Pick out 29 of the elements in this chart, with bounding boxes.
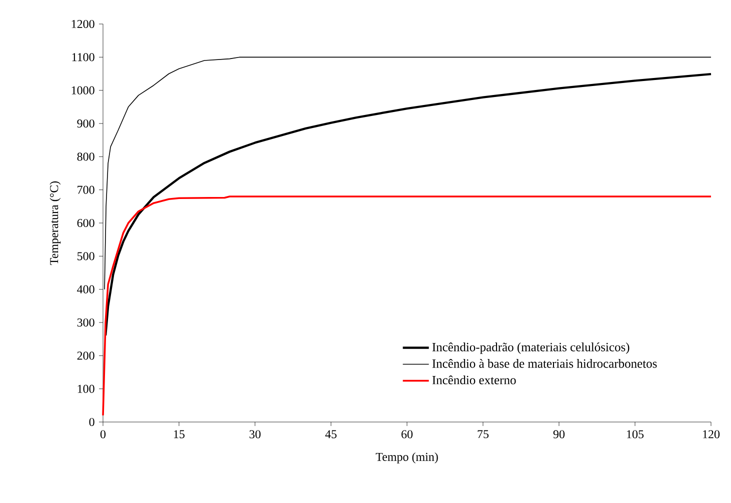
line-series: [102, 196, 712, 416]
line-series: [104, 72, 712, 337]
x-tick-label: 15: [174, 430, 185, 438]
y-tick-label: 0: [89, 418, 94, 426]
x-axis-title: Tempo (min): [376, 452, 438, 464]
x-tick-label: 30: [250, 430, 261, 438]
legend-label: Incêndio-padrão (materiais celulósicos): [432, 342, 630, 354]
x-tick-label: 120: [703, 430, 720, 438]
legend-label: Incêndio externo: [432, 375, 516, 384]
y-tick-label: 200: [77, 352, 94, 360]
y-tick-label: 1000: [72, 86, 94, 94]
y-tick-label: 1100: [72, 53, 94, 62]
y-tick-label: 900: [77, 119, 94, 128]
x-tick-label: 75: [478, 430, 489, 438]
y-tick-label: 1200: [72, 20, 94, 28]
y-tick-label: 100: [78, 384, 94, 393]
y-tick-label: 400: [77, 285, 94, 294]
y-tick-label: 800: [77, 152, 94, 161]
y-tick-label: 700: [78, 186, 94, 194]
y-tick-label: 300: [77, 318, 94, 327]
x-tick-label: 90: [553, 430, 565, 438]
x-tick-label: 60: [402, 430, 413, 438]
x-tick-label: 0: [100, 430, 106, 438]
x-tick-label: 105: [627, 430, 644, 438]
legend-label: Incêndio à base de materiais hidrocarbonetos: [432, 358, 657, 368]
y-tick-label: 500: [78, 252, 94, 260]
y-tick-label: 600: [77, 218, 94, 228]
y-axis-title: Temperatura (°C): [50, 181, 61, 265]
x-tick-label: 45: [325, 430, 337, 438]
